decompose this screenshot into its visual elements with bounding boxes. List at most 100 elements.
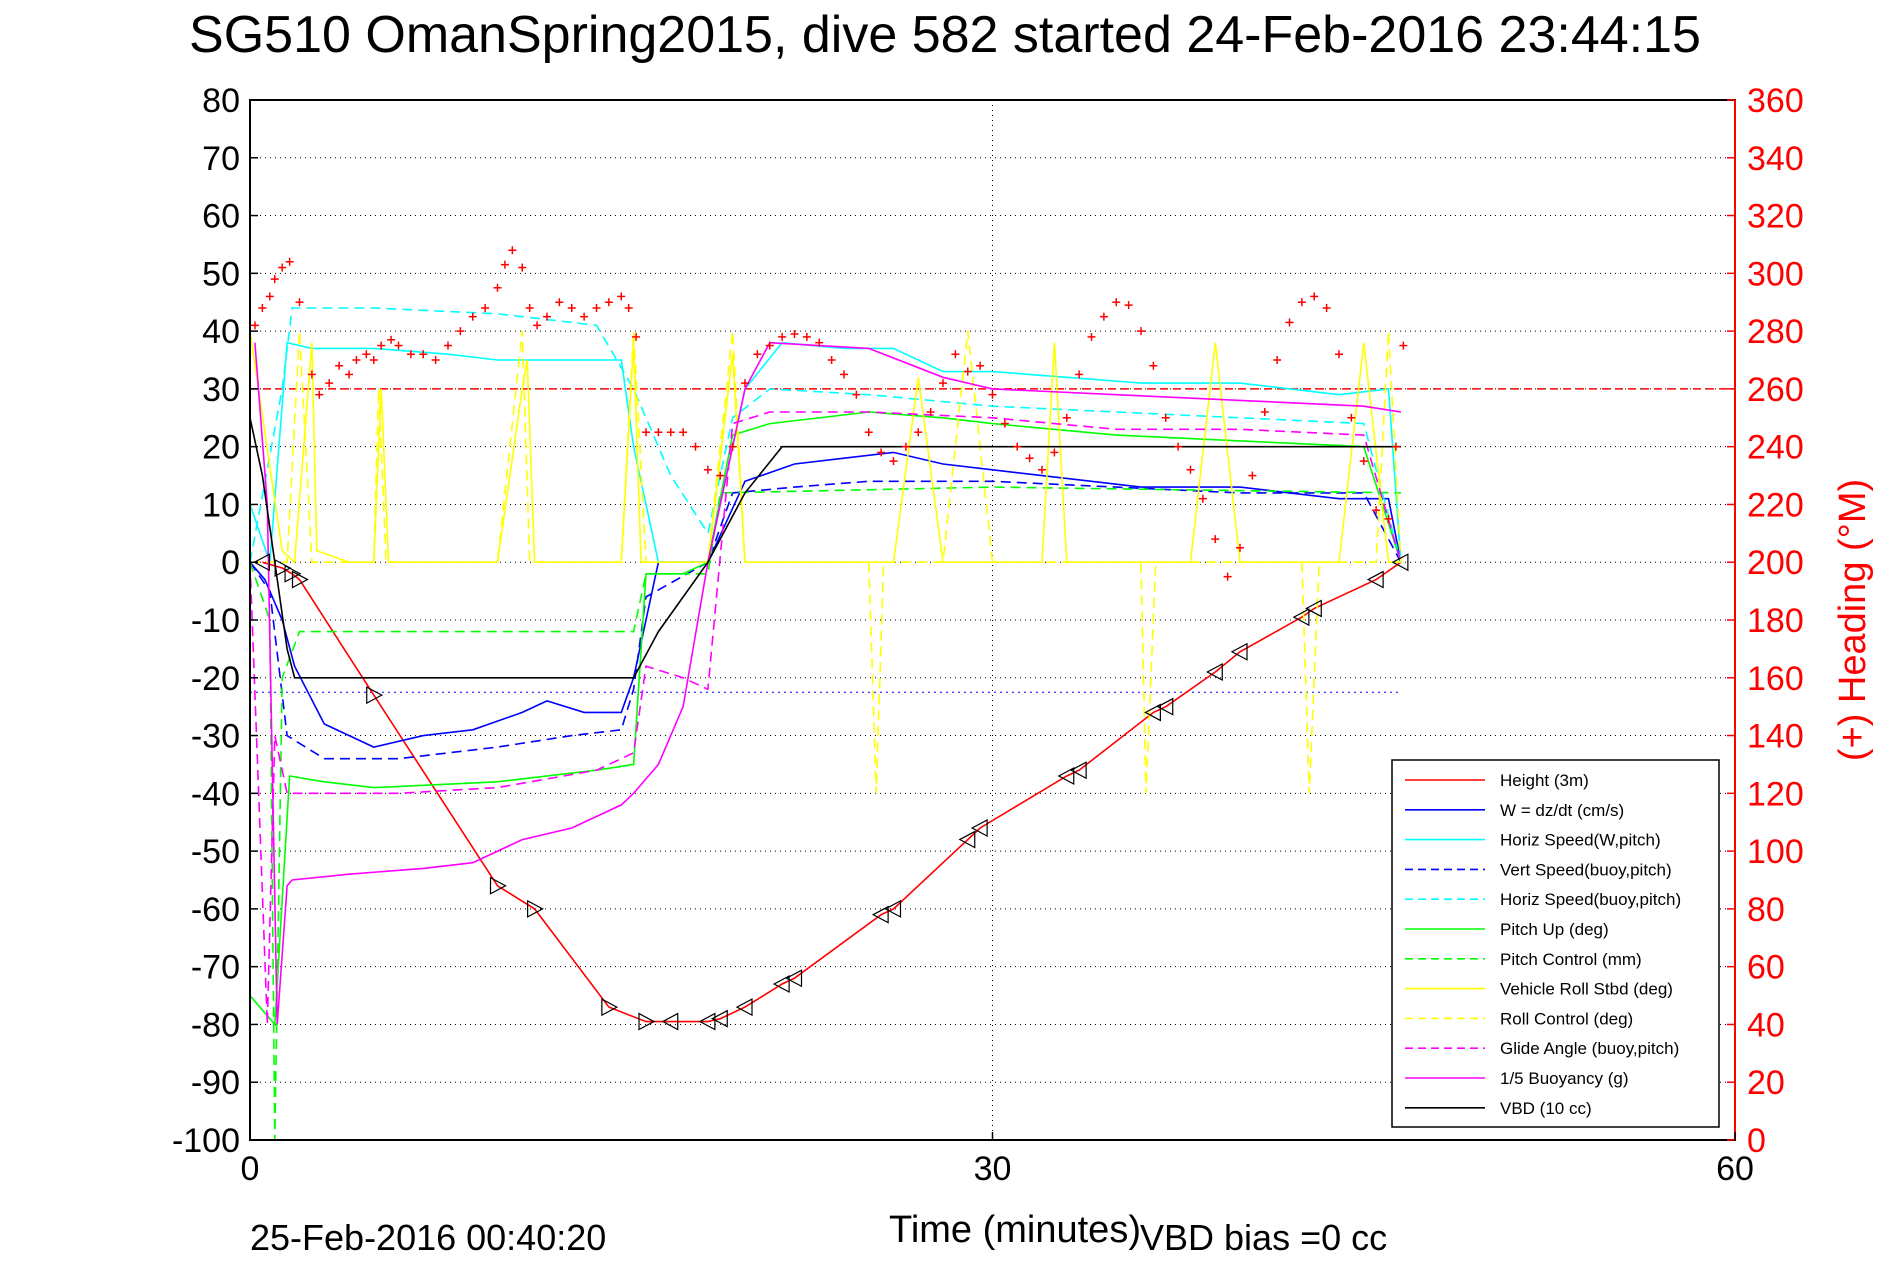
heading-point: [1174, 442, 1183, 451]
heading-point: [1285, 318, 1294, 327]
heading-point: [1310, 292, 1319, 301]
heading-point: [901, 442, 910, 451]
heading-point: [325, 379, 334, 388]
heading-point: [1186, 465, 1195, 474]
heading-point: [456, 327, 465, 336]
heading-point: [362, 350, 371, 359]
heading-point: [387, 335, 396, 344]
heading-point: [1248, 471, 1257, 480]
heading-point: [765, 341, 774, 350]
right-tick-label: 200: [1747, 544, 1804, 582]
chart-legend: Height (3m) W = dz/dt (cm/s) Horiz Speed(W…: [1391, 759, 1720, 1128]
heading-point: [963, 367, 972, 376]
height-marker: [527, 899, 544, 918]
heading-point: [1322, 304, 1331, 312]
left-tick-label: 30: [202, 371, 240, 409]
heading-point: [617, 292, 626, 301]
left-tick-label: 20: [202, 429, 240, 467]
heading-point: [1062, 413, 1071, 422]
heading-point: [394, 341, 403, 350]
left-tick-label: -90: [191, 1064, 240, 1102]
height-marker: [884, 899, 902, 918]
heading-point: [1149, 361, 1158, 370]
x-tick-label: 30: [974, 1150, 1012, 1188]
right-tick-label: 320: [1747, 198, 1804, 236]
right-tick-label: 280: [1747, 313, 1804, 351]
height-marker: [1292, 608, 1310, 627]
grid-lines: [250, 100, 1735, 1140]
left-tick-label: -100: [172, 1122, 240, 1160]
heading-point: [567, 304, 576, 312]
legend-box: [1391, 759, 1720, 1128]
end-timestamp: 25-Feb-2016 00:40:20: [250, 1217, 606, 1258]
chart-title: SG510 OmanSpring2015, dive 582 started 2…: [189, 6, 1701, 64]
left-tick-label: -10: [191, 602, 240, 640]
heading-point: [976, 361, 985, 370]
heading-point: [1137, 327, 1145, 336]
height-marker: [1304, 599, 1322, 618]
heading-point: [753, 350, 762, 359]
heading-point: [1050, 448, 1059, 457]
heading-point: [481, 304, 490, 312]
heading-point: [624, 304, 633, 312]
height-marker: [1069, 761, 1087, 780]
heading-point: [1112, 298, 1121, 307]
legend-label-glide_angle: Glide Angle (buoy,pitch): [1500, 1039, 1679, 1058]
heading-point: [778, 332, 787, 341]
heading-point: [315, 390, 324, 399]
heading-point: [1124, 301, 1133, 310]
heading-point: [307, 370, 316, 379]
height-marker: [871, 905, 889, 924]
series-line-height: [262, 561, 1402, 1023]
height-marker: [785, 969, 803, 988]
series-line-vbd: [249, 417, 1401, 679]
height-marker: [772, 975, 790, 993]
heading-point: [1013, 442, 1022, 451]
height-marker: [366, 686, 384, 705]
height-marker: [601, 998, 619, 1017]
heading-point: [406, 350, 415, 359]
height-marker: [1057, 767, 1075, 785]
right-tick-label: 80: [1747, 891, 1785, 929]
legend-label-vert_speed_buoy: Vert Speed(buoy,pitch): [1500, 860, 1672, 879]
heading-point: [543, 312, 551, 321]
legend-label-horiz_speed_buoy: Horiz Speed(buoy,pitch): [1500, 890, 1681, 909]
heading-point: [377, 341, 386, 350]
heading-point: [864, 428, 873, 437]
heading-point: [889, 457, 898, 466]
heading-point: [1211, 535, 1220, 544]
left-tick-label: -70: [191, 949, 240, 987]
heading-point: [369, 356, 378, 364]
heading-point: [827, 356, 836, 364]
right-tick-label: 240: [1747, 429, 1804, 467]
right-tick-label: 300: [1747, 255, 1804, 293]
height-marker: [1144, 703, 1161, 722]
heading-point: [926, 408, 935, 416]
x-axis-label: Time (minutes): [889, 1209, 1141, 1251]
height-marker: [735, 998, 753, 1017]
heading-point: [258, 304, 267, 312]
height-marker: [291, 570, 309, 589]
heading-point: [1025, 454, 1034, 463]
heading-point: [790, 330, 799, 338]
series-line-vert_speed_buoy: [249, 480, 1402, 760]
heading-point: [295, 298, 304, 307]
right-tick-label: 100: [1747, 833, 1804, 871]
left-tick-label: -80: [191, 1006, 240, 1044]
right-tick-label: 160: [1747, 660, 1804, 698]
heading-point: [988, 390, 997, 399]
heading-point: [431, 356, 440, 364]
heading-point: [716, 471, 725, 480]
left-tick-label: -50: [191, 833, 240, 871]
heading-point: [518, 263, 527, 272]
heading-point: [1399, 341, 1408, 350]
heading-point: [345, 370, 353, 379]
heading-point: [592, 304, 601, 312]
heading-point: [250, 321, 259, 330]
heading-point: [468, 312, 477, 321]
heading-point: [1260, 408, 1269, 416]
right-axis-ticks: 3603403203002802602402202001801601401201…: [1727, 82, 1804, 1160]
heading-point: [951, 350, 960, 359]
